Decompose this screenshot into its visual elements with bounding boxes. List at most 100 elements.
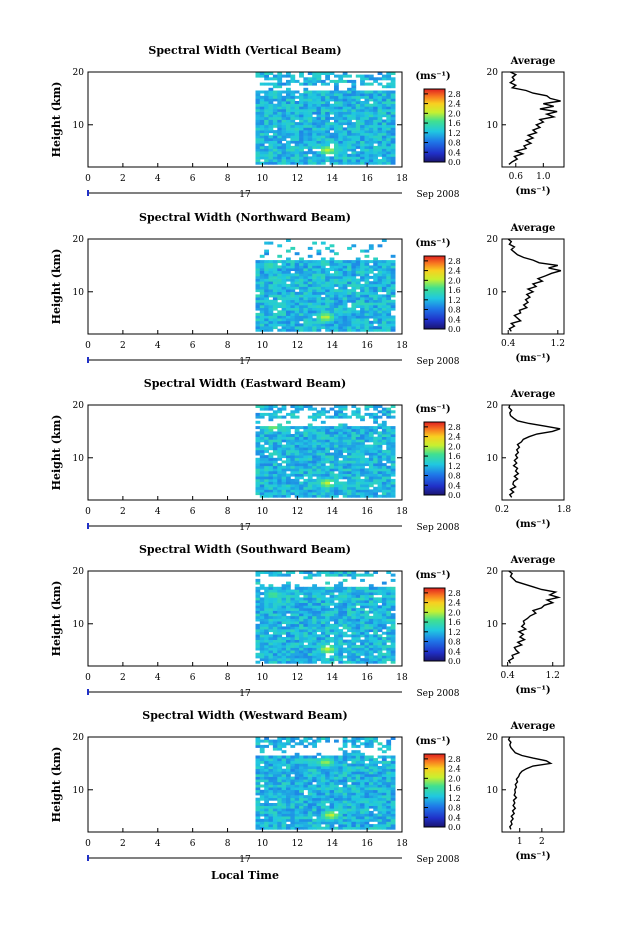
heatmap-cell <box>277 283 283 287</box>
heatmap-cell <box>303 132 309 136</box>
heatmap-cell <box>355 111 361 115</box>
heatmap-cell <box>272 463 278 467</box>
heatmap-cell <box>368 111 374 115</box>
heatmap-cell <box>268 265 274 269</box>
heatmap-cell <box>334 119 339 123</box>
heatmap-cell <box>342 143 348 147</box>
heatmap-cell <box>373 589 378 593</box>
heatmap-cell <box>303 431 309 435</box>
heatmap-cell <box>338 270 344 274</box>
heatmap-cell <box>316 310 322 314</box>
heatmap-cell <box>255 270 261 274</box>
heatmap-cell <box>272 132 278 136</box>
heatmap-cell <box>286 660 291 664</box>
heatmap-cell <box>329 315 335 319</box>
heatmap-cell <box>290 460 296 464</box>
heatmap-cell <box>277 431 283 435</box>
heatmap-cell <box>360 592 365 596</box>
heatmap-cell <box>347 460 352 464</box>
heatmap-cell <box>334 428 339 432</box>
heatmap-cell <box>334 621 339 625</box>
heatmap-cell <box>272 821 278 825</box>
heatmap-cell <box>364 586 370 590</box>
heatmap-cell <box>281 124 287 128</box>
heatmap-cell <box>307 776 313 780</box>
heatmap-cell <box>281 320 287 324</box>
heatmap-cell <box>381 457 387 461</box>
heatmap-cell <box>351 151 357 155</box>
heatmap-cell <box>277 103 283 107</box>
heatmap-cell <box>299 771 304 775</box>
heatmap-cell <box>277 471 283 474</box>
heatmap-cell <box>320 161 326 165</box>
heatmap-cell <box>368 153 374 157</box>
heatmap-cell <box>381 452 387 456</box>
heatmap-cell <box>290 465 296 469</box>
heatmap-cell <box>377 286 383 290</box>
heatmap-cell <box>347 752 352 756</box>
heatmap-cell <box>338 441 344 445</box>
heatmap-cell <box>299 444 304 448</box>
heatmap-cell <box>381 787 387 791</box>
heatmap-cell <box>342 594 348 598</box>
heatmap-cell <box>377 297 383 301</box>
heatmap-cell <box>338 660 344 664</box>
heatmap-cell <box>377 484 383 488</box>
heatmap-cell <box>307 82 313 86</box>
heatmap-cell <box>320 72 326 75</box>
heatmap-cell <box>259 626 265 630</box>
heatmap-cell <box>368 426 374 430</box>
heatmap-cell <box>355 312 361 316</box>
heatmap-cell <box>342 742 348 746</box>
heatmap-cell <box>264 441 269 445</box>
heatmap-cell <box>373 605 378 609</box>
heatmap-cell <box>325 773 330 777</box>
heatmap-cell <box>307 818 313 822</box>
heatmap-cell <box>368 444 374 448</box>
x-tick-label: 12 <box>292 673 303 683</box>
heatmap-cell <box>268 639 274 643</box>
avg-profile-line <box>508 71 561 165</box>
heatmap-cell <box>351 621 357 625</box>
heatmap-cell <box>286 492 291 496</box>
heatmap-cell <box>272 655 278 659</box>
heatmap-cell <box>259 114 265 118</box>
heatmap-cell <box>347 161 352 165</box>
heatmap-cell <box>347 138 352 141</box>
heatmap-cell <box>307 621 313 625</box>
heatmap-cell <box>386 434 392 437</box>
heatmap-cell <box>268 605 274 609</box>
heatmap-cell <box>386 270 392 274</box>
heatmap-cell <box>294 471 300 474</box>
heatmap-cell <box>325 787 330 791</box>
heatmap-cell <box>325 605 330 609</box>
heatmap-cell <box>277 602 283 606</box>
date-label: Sep 2008 <box>416 190 459 200</box>
heatmap-cell <box>255 484 261 488</box>
heatmap-cell <box>368 297 374 301</box>
heatmap-cell <box>268 299 274 303</box>
heatmap-cell <box>312 119 317 123</box>
heatmap-cell <box>334 124 339 128</box>
heatmap-cell <box>360 130 365 134</box>
heatmap-cell <box>281 323 287 327</box>
heatmap-cell <box>338 434 344 437</box>
heatmap-cell <box>338 159 344 163</box>
heatmap-cell <box>342 639 348 643</box>
heatmap-cell <box>386 473 392 477</box>
heatmap-cell <box>355 779 361 783</box>
heatmap-cell <box>325 776 330 780</box>
heatmap-cell <box>255 294 261 298</box>
heatmap-cell <box>381 484 387 488</box>
heatmap-cell <box>368 744 374 748</box>
heatmap-cell <box>277 275 283 279</box>
heatmap-cell <box>307 626 313 630</box>
heatmap-cell <box>272 631 278 635</box>
heatmap-cell <box>390 159 396 163</box>
heatmap-cell <box>299 473 304 477</box>
heatmap-cell <box>316 460 322 464</box>
heatmap-cell <box>312 660 317 664</box>
heatmap-cell <box>299 436 304 440</box>
heatmap-cell <box>329 792 335 796</box>
heatmap-cell <box>325 800 330 804</box>
